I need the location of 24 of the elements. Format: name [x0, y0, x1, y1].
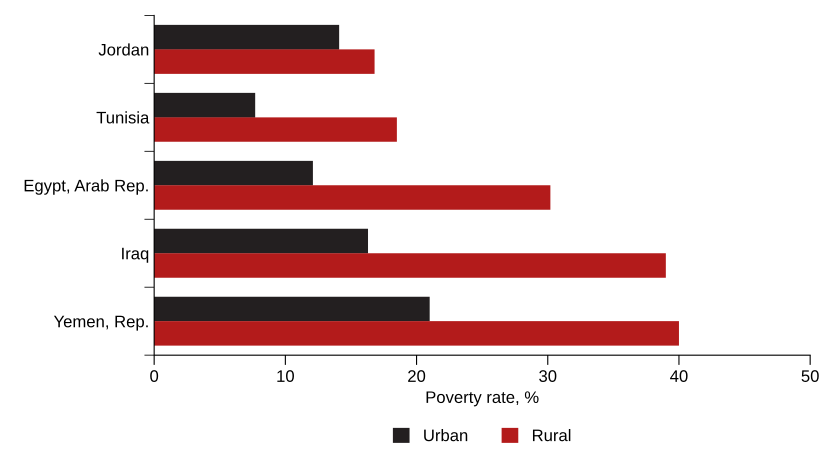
- bar: [154, 49, 375, 74]
- x-tick-label: 50: [802, 370, 819, 382]
- x-tick-label: 30: [539, 370, 556, 382]
- y-tick-label: Tunisia: [96, 111, 150, 124]
- bar: [154, 228, 368, 254]
- bar: [154, 296, 430, 322]
- bar: [154, 321, 679, 346]
- x-tick-label: 0: [150, 370, 158, 382]
- bar: [154, 117, 397, 142]
- x-axis-title: Poverty rate, %: [426, 391, 539, 406]
- bar: [154, 185, 550, 210]
- bar: [154, 160, 313, 186]
- legend-label: Rural: [532, 429, 570, 442]
- legend-label: Urban: [424, 429, 468, 442]
- bar: [154, 92, 256, 118]
- x-tick-label: 20: [408, 370, 426, 382]
- y-tick-label: Iraq: [122, 248, 148, 263]
- x-tick-label: 10: [277, 370, 294, 382]
- y-tick-label: Egypt, Arab Rep.: [24, 179, 148, 195]
- x-tick-label: 40: [670, 370, 688, 382]
- bar: [154, 253, 666, 278]
- y-tick-label: Yemen, Rep.: [54, 316, 148, 331]
- bar: [154, 24, 340, 50]
- y-tick-label: Jordan: [98, 43, 148, 56]
